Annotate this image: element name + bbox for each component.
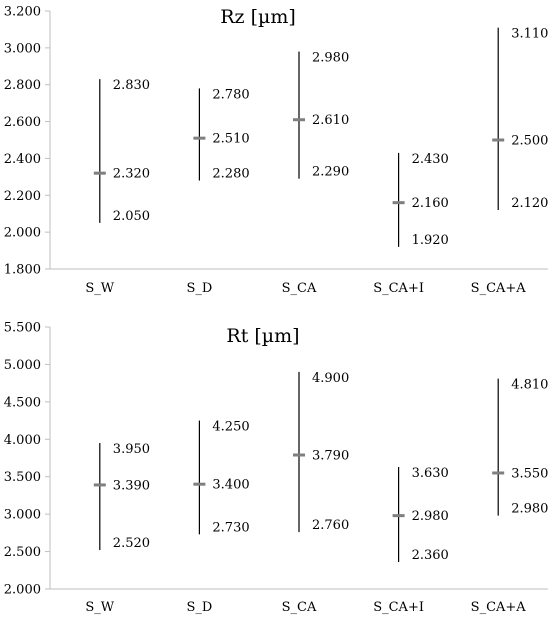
y-tick-label: 2.000 bbox=[4, 583, 41, 598]
y-tick-label: 3.500 bbox=[4, 470, 41, 485]
min-value-label: 1.920 bbox=[412, 233, 449, 248]
max-value-label: 3.630 bbox=[412, 466, 449, 481]
x-category-label: S_CA+A bbox=[471, 600, 527, 615]
max-value-label: 2.780 bbox=[212, 87, 249, 102]
min-value-label: 2.290 bbox=[312, 165, 349, 180]
y-tick-label: 4.500 bbox=[4, 395, 41, 410]
rt-chart: 2.000 2.500 3.000 3.500 4.000 4.500 5.000 5.500… bbox=[4, 321, 549, 616]
y-tick-label: 2.800 bbox=[4, 78, 41, 93]
mean-value-label: 2.320 bbox=[113, 167, 150, 182]
mean-value-label: 3.550 bbox=[511, 466, 548, 481]
max-value-label: 3.110 bbox=[511, 27, 548, 42]
rz-chart: 1.800 2.000 2.200 2.400 2.600 2.800 3.000 3.200… bbox=[4, 5, 549, 297]
y-tick-label: 3.000 bbox=[4, 41, 41, 56]
y-tick-label: 2.400 bbox=[4, 152, 41, 167]
min-value-label: 2.520 bbox=[113, 536, 150, 551]
y-tick-label: 4.000 bbox=[4, 433, 41, 448]
y-tick-label: 3.200 bbox=[4, 5, 41, 20]
x-category-label: S_D bbox=[186, 600, 212, 615]
chart-title: Rt [µm] bbox=[226, 325, 299, 347]
min-value-label: 2.120 bbox=[511, 196, 548, 211]
max-value-label: 4.810 bbox=[511, 378, 548, 393]
max-value-label: 4.900 bbox=[312, 371, 349, 386]
x-category-label: S_CA+A bbox=[471, 281, 527, 296]
x-category-label: S_CA+I bbox=[373, 281, 424, 296]
min-value-label: 2.760 bbox=[312, 518, 349, 533]
mean-value-label: 3.790 bbox=[312, 449, 349, 464]
x-category-label: S_W bbox=[85, 281, 114, 296]
chart-title: Rz [µm] bbox=[220, 6, 296, 28]
y-tick-label: 5.000 bbox=[4, 358, 41, 373]
max-value-label: 4.250 bbox=[212, 420, 249, 435]
max-value-label: 2.980 bbox=[312, 51, 349, 66]
min-value-label: 2.730 bbox=[212, 520, 249, 535]
min-value-label: 2.280 bbox=[212, 167, 249, 182]
y-tick-label: 1.800 bbox=[4, 263, 41, 278]
x-category-label: S_CA bbox=[282, 600, 317, 615]
x-category-label: S_CA+I bbox=[373, 600, 424, 615]
y-tick-label: 2.000 bbox=[4, 226, 41, 241]
mean-value-label: 2.610 bbox=[312, 113, 349, 128]
max-value-label: 2.830 bbox=[113, 78, 150, 93]
y-tick-label: 3.000 bbox=[4, 508, 41, 523]
mean-value-label: 2.500 bbox=[511, 134, 548, 149]
mean-value-label: 2.510 bbox=[212, 132, 249, 147]
y-tick-label: 2.600 bbox=[4, 115, 41, 130]
x-category-label: S_D bbox=[186, 281, 212, 296]
max-value-label: 2.430 bbox=[412, 152, 449, 167]
min-value-label: 2.980 bbox=[511, 502, 548, 517]
x-category-label: S_W bbox=[85, 600, 114, 615]
y-tick-label: 2.500 bbox=[4, 545, 41, 560]
x-category-label: S_CA bbox=[282, 281, 317, 296]
max-value-label: 3.950 bbox=[113, 442, 150, 457]
mean-value-label: 2.980 bbox=[412, 509, 449, 524]
y-tick-label: 2.200 bbox=[4, 189, 41, 204]
min-value-label: 2.050 bbox=[113, 209, 150, 224]
min-value-label: 2.360 bbox=[412, 548, 449, 563]
mean-value-label: 3.400 bbox=[212, 478, 249, 493]
mean-value-label: 2.160 bbox=[412, 196, 449, 211]
y-tick-label: 5.500 bbox=[4, 321, 41, 336]
mean-value-label: 3.390 bbox=[113, 478, 150, 493]
